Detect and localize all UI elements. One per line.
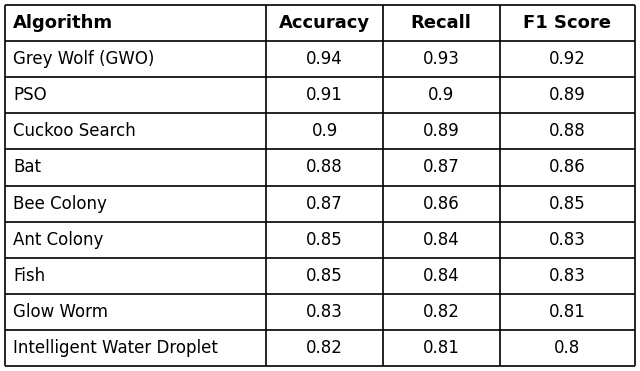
Bar xyxy=(5,186,635,221)
Text: 0.89: 0.89 xyxy=(423,122,460,140)
Text: 0.85: 0.85 xyxy=(307,231,343,249)
Text: Recall: Recall xyxy=(411,14,472,32)
Text: Grey Wolf (GWO): Grey Wolf (GWO) xyxy=(13,50,154,68)
Text: Cuckoo Search: Cuckoo Search xyxy=(13,122,136,140)
Text: 0.88: 0.88 xyxy=(307,158,343,177)
Bar xyxy=(5,150,635,186)
Text: 0.83: 0.83 xyxy=(549,267,586,285)
Text: 0.82: 0.82 xyxy=(307,339,343,357)
Text: 0.89: 0.89 xyxy=(549,86,586,104)
Text: F1 Score: F1 Score xyxy=(524,14,611,32)
Text: Accuracy: Accuracy xyxy=(279,14,371,32)
Text: 0.84: 0.84 xyxy=(423,231,460,249)
Bar xyxy=(5,5,635,41)
Bar xyxy=(5,330,635,366)
Text: Bat: Bat xyxy=(13,158,41,177)
Text: 0.86: 0.86 xyxy=(423,194,460,213)
Text: 0.8: 0.8 xyxy=(554,339,580,357)
Text: PSO: PSO xyxy=(13,86,47,104)
Text: Bee Colony: Bee Colony xyxy=(13,194,107,213)
Text: 0.83: 0.83 xyxy=(307,303,343,321)
Text: Algorithm: Algorithm xyxy=(13,14,113,32)
Text: 0.83: 0.83 xyxy=(549,231,586,249)
Text: Intelligent Water Droplet: Intelligent Water Droplet xyxy=(13,339,218,357)
Text: 0.9: 0.9 xyxy=(428,86,454,104)
Text: 0.87: 0.87 xyxy=(423,158,460,177)
Text: Fish: Fish xyxy=(13,267,45,285)
Bar xyxy=(5,113,635,150)
Text: 0.85: 0.85 xyxy=(307,267,343,285)
Text: 0.84: 0.84 xyxy=(423,267,460,285)
Text: 0.87: 0.87 xyxy=(307,194,343,213)
Bar xyxy=(5,77,635,113)
Text: 0.94: 0.94 xyxy=(307,50,343,68)
Text: 0.86: 0.86 xyxy=(549,158,586,177)
Text: 0.81: 0.81 xyxy=(423,339,460,357)
Text: 0.82: 0.82 xyxy=(423,303,460,321)
Text: 0.81: 0.81 xyxy=(549,303,586,321)
Bar xyxy=(5,221,635,258)
Text: 0.93: 0.93 xyxy=(423,50,460,68)
Text: 0.92: 0.92 xyxy=(549,50,586,68)
Text: 0.91: 0.91 xyxy=(307,86,343,104)
Text: Glow Worm: Glow Worm xyxy=(13,303,108,321)
Bar xyxy=(5,294,635,330)
Bar xyxy=(5,258,635,294)
Text: Ant Colony: Ant Colony xyxy=(13,231,104,249)
Text: 0.85: 0.85 xyxy=(549,194,586,213)
Text: 0.9: 0.9 xyxy=(312,122,338,140)
Text: 0.88: 0.88 xyxy=(549,122,586,140)
Bar xyxy=(5,41,635,77)
